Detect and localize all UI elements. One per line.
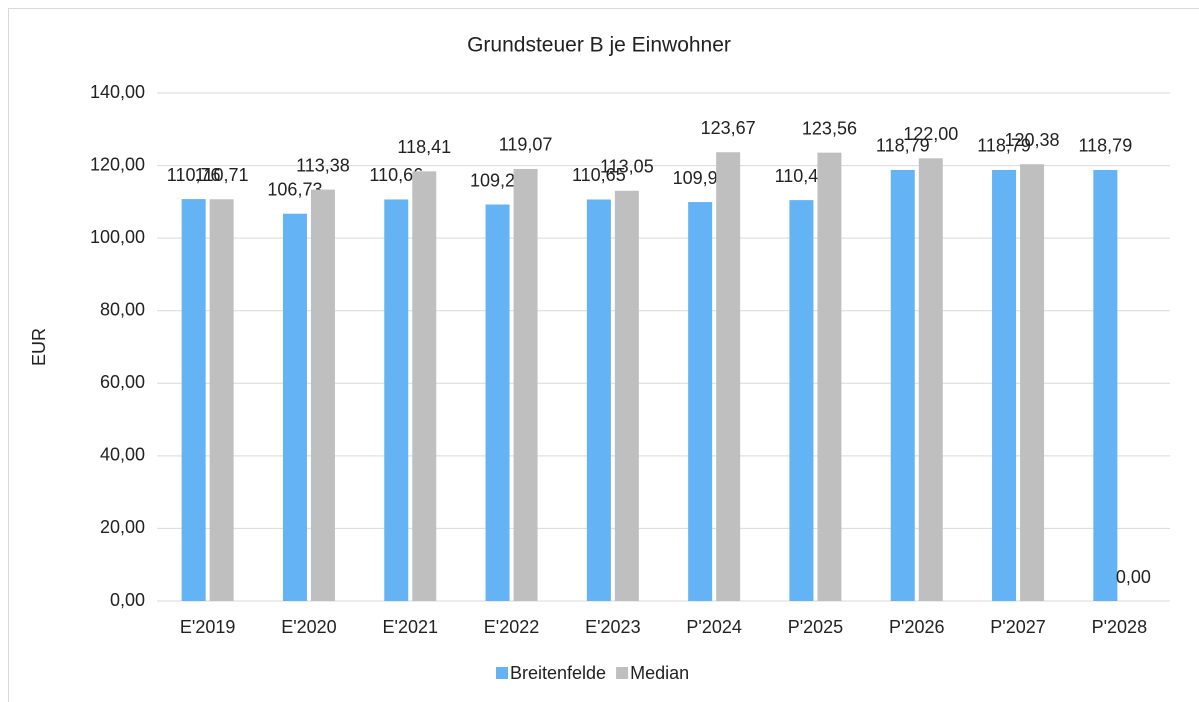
legend-swatch — [496, 667, 508, 679]
bar — [688, 202, 713, 601]
data-label: 110,76 — [167, 165, 221, 185]
data-label: 120,38 — [1005, 130, 1060, 150]
chart-border — [8, 8, 1199, 702]
bar — [181, 199, 206, 601]
bar — [1020, 164, 1045, 601]
bar — [513, 168, 538, 602]
bar — [209, 199, 234, 601]
bar — [282, 213, 307, 601]
chart-title: Grundsteuer B je Einwohner — [467, 34, 731, 57]
x-tick-label: E'2021 — [383, 617, 439, 637]
bar — [412, 171, 437, 601]
x-tick-label: P'2026 — [889, 617, 945, 637]
x-tick-label: E'2020 — [281, 617, 337, 637]
legend-label: Median — [630, 663, 689, 683]
data-label: 109,27 — [470, 170, 525, 190]
bar — [890, 169, 915, 601]
x-tick-label: P'2024 — [686, 617, 742, 637]
data-label: 113,38 — [296, 155, 350, 175]
data-label: 122,00 — [903, 124, 958, 144]
y-tick-label: 0,00 — [110, 590, 145, 610]
legend-label: Breitenfelde — [510, 663, 606, 683]
bar — [485, 204, 510, 602]
data-label: 0,00 — [1116, 567, 1151, 587]
y-tick-label: 40,00 — [100, 445, 145, 465]
y-tick-label: 120,00 — [90, 154, 145, 174]
y-axis-label: EUR — [29, 328, 49, 366]
bar — [384, 199, 409, 601]
bar — [992, 169, 1017, 601]
data-label: 123,67 — [701, 118, 756, 138]
data-label: 118,79 — [1078, 136, 1132, 156]
data-label: 119,07 — [499, 135, 553, 155]
data-label: 110,65 — [572, 165, 626, 185]
x-tick-label: P'2027 — [990, 617, 1046, 637]
bar — [789, 200, 814, 602]
x-tick-label: P'2028 — [1092, 617, 1148, 637]
data-label: 110,66 — [369, 165, 423, 185]
y-tick-label: 80,00 — [100, 299, 145, 319]
bar — [586, 199, 611, 601]
data-label: 118,41 — [397, 137, 451, 157]
x-tick-label: E'2022 — [484, 617, 540, 637]
data-label: 118,79 — [876, 136, 930, 156]
data-label: 110,48 — [775, 166, 829, 186]
bar — [1093, 169, 1118, 601]
data-label: 123,56 — [802, 118, 857, 138]
bar — [614, 190, 639, 602]
data-label: 110,71 — [195, 165, 249, 185]
x-tick-label: E'2019 — [180, 617, 236, 637]
legend-swatch — [616, 667, 629, 679]
data-label: 106,73 — [267, 179, 322, 199]
bar — [817, 152, 842, 601]
y-tick-label: 140,00 — [90, 82, 145, 102]
data-label: 113,05 — [600, 157, 654, 177]
x-tick-label: E'2023 — [585, 617, 641, 637]
bar — [918, 158, 943, 602]
y-tick-label: 60,00 — [100, 372, 145, 392]
data-label: 118,79 — [977, 136, 1031, 156]
data-label: 109,94 — [673, 168, 728, 188]
x-tick-label: P'2025 — [788, 617, 844, 637]
bar — [310, 189, 335, 601]
bar — [716, 152, 741, 601]
y-tick-label: 100,00 — [90, 227, 145, 247]
y-tick-label: 20,00 — [100, 517, 145, 537]
